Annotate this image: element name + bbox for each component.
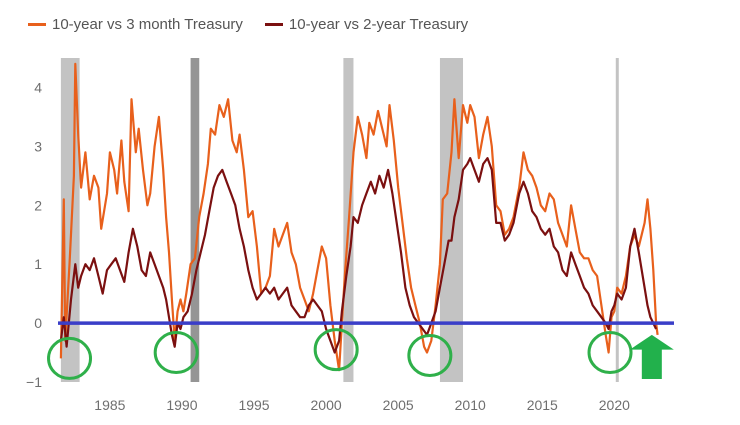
series-line-0 bbox=[59, 62, 659, 372]
x-tick-label: 1985 bbox=[94, 397, 125, 413]
x-tick-label: 1995 bbox=[238, 397, 269, 413]
x-tick-label: 2020 bbox=[599, 397, 630, 413]
series-line-1 bbox=[59, 157, 658, 354]
inversion-circle bbox=[313, 328, 359, 372]
inversion-circle bbox=[407, 333, 453, 377]
legend-swatch-3month bbox=[28, 23, 46, 26]
y-tick-label: 0 bbox=[34, 315, 42, 331]
recession-band bbox=[190, 58, 200, 382]
legend-item-2year: 10-year vs 2-year Treasury bbox=[264, 16, 469, 33]
x-tick-label: 1990 bbox=[166, 397, 197, 413]
x-tick-label: 2015 bbox=[527, 397, 558, 413]
y-tick-label: 3 bbox=[34, 138, 42, 154]
up-arrow-icon bbox=[629, 334, 674, 380]
y-tick-label: 1 bbox=[34, 256, 42, 272]
legend-item-3month: 10-year vs 3 month Treasury bbox=[28, 16, 243, 33]
legend: 10-year vs 3 month Treasury 10-year vs 2… bbox=[28, 16, 468, 33]
y-tick-label: 4 bbox=[34, 79, 42, 95]
recession-band bbox=[439, 58, 464, 382]
inversion-circle bbox=[47, 336, 93, 380]
inversion-circle bbox=[587, 331, 633, 375]
legend-label-3month: 10-year vs 3 month Treasury bbox=[52, 16, 243, 33]
x-tick-label: 2000 bbox=[311, 397, 342, 413]
x-tick-label: 2005 bbox=[383, 397, 414, 413]
y-tick-label: −1 bbox=[26, 374, 42, 390]
recession-band bbox=[615, 58, 619, 382]
legend-swatch-2year bbox=[264, 23, 283, 26]
legend-label-2year: 10-year vs 2-year Treasury bbox=[288, 16, 469, 33]
y-tick-label: 2 bbox=[34, 197, 42, 213]
x-tick-label: 2010 bbox=[455, 397, 486, 413]
inversion-circle bbox=[153, 331, 199, 375]
